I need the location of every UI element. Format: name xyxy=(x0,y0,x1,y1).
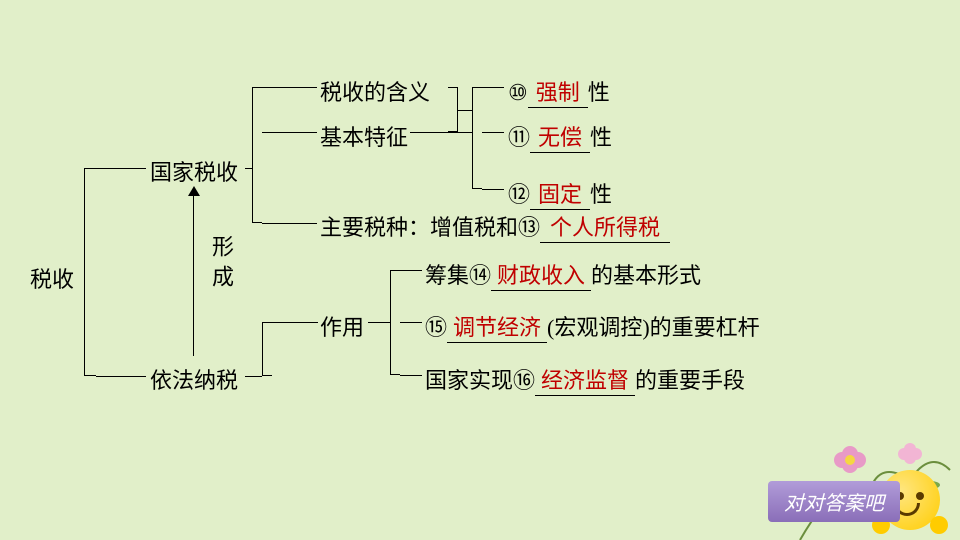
n1-3-ans: 个人所得税 xyxy=(540,210,670,243)
tax-diagram: 税收 国家税收 依法纳税 形成 税收的含义 基本特征 主要税种：增值税和⑬个人所… xyxy=(30,70,930,450)
bracket-b2 xyxy=(262,322,272,376)
line-n13 xyxy=(262,223,317,224)
stub-b1 xyxy=(245,168,252,169)
leaf3-ans: 固定 xyxy=(530,177,590,210)
leaf3-suffix: 性 xyxy=(590,182,612,207)
n1-3: 主要税种：增值税和⑬个人所得税 xyxy=(320,210,670,243)
fn3-suffix: 的重要手段 xyxy=(635,368,745,393)
bracket-merge-top xyxy=(448,87,458,132)
stub-merge xyxy=(458,110,472,111)
line-to-b1 xyxy=(96,168,146,169)
line-n14 xyxy=(272,322,318,323)
n1-3-prefix: 主要税种：增值税和 xyxy=(320,215,518,240)
line-l3 xyxy=(482,189,504,190)
leaf2: ⑪无偿性 xyxy=(508,120,612,153)
bracket-leaves xyxy=(472,87,482,189)
stub-n14 xyxy=(368,322,390,323)
line-to-b2 xyxy=(96,376,146,377)
line-n11 xyxy=(262,87,317,88)
stub-b2 xyxy=(245,376,262,377)
leaf3-num: ⑫ xyxy=(508,182,530,207)
fn2-ans: 调节经济 xyxy=(447,310,547,343)
answer-button[interactable]: 对对答案吧 xyxy=(768,481,900,522)
bracket-b1 xyxy=(252,87,262,223)
fn2-num: ⑮ xyxy=(425,315,447,340)
fn1: 筹集⑭财政收入的基本形式 xyxy=(425,258,701,291)
leaf2-suffix: 性 xyxy=(590,125,612,150)
line-fn2 xyxy=(400,322,422,323)
n1-3-num: ⑬ xyxy=(518,215,540,240)
leaf1-suffix: 性 xyxy=(588,80,610,105)
fn3-ans: 经济监督 xyxy=(535,363,635,396)
fn3-prefix: 国家实现 xyxy=(425,368,513,393)
line-l1 xyxy=(482,87,504,88)
line-fn1 xyxy=(400,270,422,271)
n1-1: 税收的含义 xyxy=(320,75,430,107)
bracket-root xyxy=(84,168,96,376)
line-fn3 xyxy=(400,375,422,376)
leaf1-ans: 强制 xyxy=(528,75,588,108)
n1-2: 基本特征 xyxy=(320,120,408,152)
root-label: 税收 xyxy=(30,262,74,294)
leaf1: ⑩强制性 xyxy=(508,75,610,108)
n1-4: 作用 xyxy=(320,310,364,342)
branch1-label: 国家税收 xyxy=(150,155,238,187)
fn3-num: ⑯ xyxy=(513,368,535,393)
fn2-suffix: (宏观调控)的重要杠杆 xyxy=(547,315,760,340)
line-n12 xyxy=(262,132,317,133)
fn1-ans: 财政收入 xyxy=(491,258,591,291)
leaf3: ⑫固定性 xyxy=(508,177,612,210)
arrow-up xyxy=(193,188,194,356)
arrow-label: 形成 xyxy=(205,235,237,295)
leaf2-num: ⑪ xyxy=(508,125,530,150)
fn1-suffix: 的基本形式 xyxy=(591,263,701,288)
bracket-fn xyxy=(390,270,400,375)
line-l2 xyxy=(482,132,504,133)
line-n12-ext xyxy=(410,132,472,133)
leaf1-num: ⑩ xyxy=(508,80,528,105)
branch2-label: 依法纳税 xyxy=(150,363,238,395)
leaf2-ans: 无偿 xyxy=(530,120,590,153)
fn1-prefix: 筹集 xyxy=(425,263,469,288)
fn3: 国家实现⑯经济监督的重要手段 xyxy=(425,363,745,396)
fn1-num: ⑭ xyxy=(469,263,491,288)
fn2: ⑮调节经济(宏观调控)的重要杠杆 xyxy=(425,310,760,343)
